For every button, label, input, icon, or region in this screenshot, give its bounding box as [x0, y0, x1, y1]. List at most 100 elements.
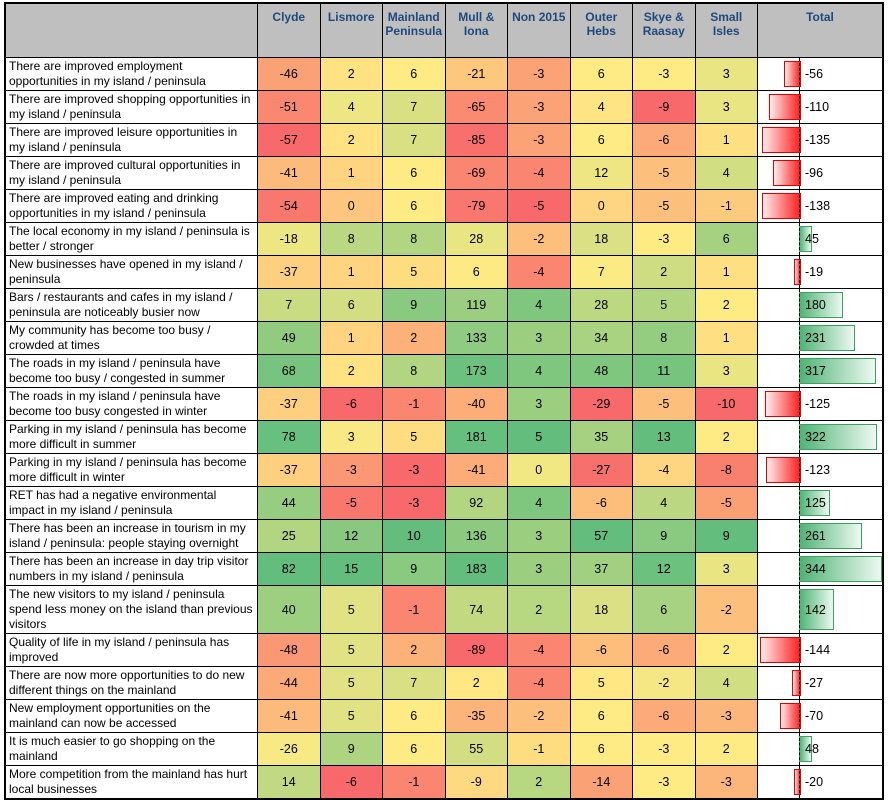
total-cell[interactable]: 142	[758, 586, 882, 634]
value-cell-mainland-peninsula[interactable]: 7	[383, 91, 446, 124]
value-cell-clyde[interactable]: 14	[258, 766, 321, 798]
value-cell-clyde[interactable]: -26	[258, 733, 321, 766]
value-cell-mainland-peninsula[interactable]: 7	[383, 124, 446, 157]
value-cell-mull-iona[interactable]: -41	[445, 454, 508, 487]
row-label[interactable]: The local economy in my island / peninsu…	[6, 223, 258, 256]
row-label[interactable]: There are improved leisure opportunities…	[6, 124, 258, 157]
value-cell-non-2015[interactable]: 3	[508, 322, 571, 355]
value-cell-outer-hebs[interactable]: 6	[570, 124, 633, 157]
value-cell-small-isles[interactable]: 3	[695, 355, 758, 388]
value-cell-non-2015[interactable]: -4	[508, 157, 571, 190]
value-cell-small-isles[interactable]: 6	[695, 223, 758, 256]
value-cell-mull-iona[interactable]: 28	[445, 223, 508, 256]
value-cell-skye-raasay[interactable]: -6	[633, 700, 696, 733]
value-cell-outer-hebs[interactable]: 6	[570, 733, 633, 766]
value-cell-non-2015[interactable]: 3	[508, 520, 571, 553]
value-cell-outer-hebs[interactable]: 35	[570, 421, 633, 454]
value-cell-lismore[interactable]: 5	[320, 700, 383, 733]
value-cell-lismore[interactable]: 1	[320, 157, 383, 190]
value-cell-mainland-peninsula[interactable]: 6	[383, 58, 446, 91]
value-cell-skye-raasay[interactable]: -3	[633, 58, 696, 91]
value-cell-lismore[interactable]: 6	[320, 289, 383, 322]
value-cell-small-isles[interactable]: -8	[695, 454, 758, 487]
total-cell[interactable]: 45	[758, 223, 882, 256]
value-cell-non-2015[interactable]: 2	[508, 586, 571, 634]
value-cell-mull-iona[interactable]: 181	[445, 421, 508, 454]
total-cell[interactable]: -27	[758, 667, 882, 700]
total-cell[interactable]: -70	[758, 700, 882, 733]
value-cell-outer-hebs[interactable]: -6	[570, 634, 633, 667]
column-header-lismore[interactable]: Lismore	[320, 4, 383, 58]
value-cell-non-2015[interactable]: 3	[508, 388, 571, 421]
value-cell-small-isles[interactable]: 4	[695, 667, 758, 700]
value-cell-outer-hebs[interactable]: 37	[570, 553, 633, 586]
value-cell-lismore[interactable]: 12	[320, 520, 383, 553]
value-cell-lismore[interactable]: -5	[320, 487, 383, 520]
row-label[interactable]: The roads in my island / peninsula have …	[6, 355, 258, 388]
value-cell-non-2015[interactable]: 4	[508, 355, 571, 388]
value-cell-mull-iona[interactable]: 6	[445, 256, 508, 289]
value-cell-skye-raasay[interactable]: 6	[633, 586, 696, 634]
value-cell-outer-hebs[interactable]: -6	[570, 487, 633, 520]
value-cell-lismore[interactable]: -3	[320, 454, 383, 487]
value-cell-outer-hebs[interactable]: 48	[570, 355, 633, 388]
value-cell-mainland-peninsula[interactable]: -1	[383, 766, 446, 798]
value-cell-mull-iona[interactable]: 74	[445, 586, 508, 634]
row-label[interactable]: New businesses have opened in my island …	[6, 256, 258, 289]
value-cell-small-isles[interactable]: 2	[695, 733, 758, 766]
value-cell-mainland-peninsula[interactable]: 2	[383, 634, 446, 667]
value-cell-non-2015[interactable]: -3	[508, 124, 571, 157]
value-cell-outer-hebs[interactable]: 6	[570, 700, 633, 733]
value-cell-skye-raasay[interactable]: -4	[633, 454, 696, 487]
value-cell-mull-iona[interactable]: -69	[445, 157, 508, 190]
value-cell-outer-hebs[interactable]: -27	[570, 454, 633, 487]
value-cell-mull-iona[interactable]: 183	[445, 553, 508, 586]
value-cell-non-2015[interactable]: -4	[508, 256, 571, 289]
value-cell-lismore[interactable]: 5	[320, 667, 383, 700]
total-cell[interactable]: 261	[758, 520, 882, 553]
row-label[interactable]: There are now more opportunities to do n…	[6, 667, 258, 700]
value-cell-skye-raasay[interactable]: -2	[633, 667, 696, 700]
value-cell-non-2015[interactable]: -2	[508, 223, 571, 256]
value-cell-lismore[interactable]: 2	[320, 355, 383, 388]
value-cell-skye-raasay[interactable]: -5	[633, 157, 696, 190]
value-cell-mainland-peninsula[interactable]: -3	[383, 454, 446, 487]
value-cell-skye-raasay[interactable]: -9	[633, 91, 696, 124]
value-cell-outer-hebs[interactable]: 57	[570, 520, 633, 553]
row-label[interactable]: My community has become too busy / crowd…	[6, 322, 258, 355]
value-cell-mull-iona[interactable]: 92	[445, 487, 508, 520]
value-cell-small-isles[interactable]: 3	[695, 58, 758, 91]
value-cell-mull-iona[interactable]: -85	[445, 124, 508, 157]
value-cell-mainland-peninsula[interactable]: 5	[383, 421, 446, 454]
row-label[interactable]: Parking in my island / peninsula has bec…	[6, 421, 258, 454]
value-cell-clyde[interactable]: -46	[258, 58, 321, 91]
column-header-small-isles[interactable]: Small Isles	[695, 4, 758, 58]
value-cell-outer-hebs[interactable]: -29	[570, 388, 633, 421]
total-cell[interactable]: 344	[758, 553, 882, 586]
value-cell-non-2015[interactable]: -4	[508, 634, 571, 667]
value-cell-small-isles[interactable]: -10	[695, 388, 758, 421]
value-cell-skye-raasay[interactable]: 2	[633, 256, 696, 289]
value-cell-skye-raasay[interactable]: 9	[633, 520, 696, 553]
total-cell[interactable]: -96	[758, 157, 882, 190]
value-cell-mainland-peninsula[interactable]: 6	[383, 700, 446, 733]
value-cell-clyde[interactable]: 82	[258, 553, 321, 586]
value-cell-clyde[interactable]: -54	[258, 190, 321, 223]
column-header-outer-hebs[interactable]: Outer Hebs	[570, 4, 633, 58]
value-cell-non-2015[interactable]: -3	[508, 91, 571, 124]
row-label[interactable]: The new visitors to my island / peninsul…	[6, 586, 258, 634]
value-cell-outer-hebs[interactable]: 7	[570, 256, 633, 289]
total-cell[interactable]: -123	[758, 454, 882, 487]
value-cell-small-isles[interactable]: 4	[695, 157, 758, 190]
value-cell-mull-iona[interactable]: -9	[445, 766, 508, 798]
value-cell-mull-iona[interactable]: 173	[445, 355, 508, 388]
value-cell-lismore[interactable]: 5	[320, 586, 383, 634]
value-cell-clyde[interactable]: 78	[258, 421, 321, 454]
value-cell-clyde[interactable]: -18	[258, 223, 321, 256]
value-cell-lismore[interactable]: -6	[320, 766, 383, 798]
value-cell-non-2015[interactable]: 4	[508, 289, 571, 322]
value-cell-non-2015[interactable]: -3	[508, 58, 571, 91]
value-cell-small-isles[interactable]: 2	[695, 421, 758, 454]
value-cell-outer-hebs[interactable]: -14	[570, 766, 633, 798]
value-cell-mainland-peninsula[interactable]: 6	[383, 157, 446, 190]
